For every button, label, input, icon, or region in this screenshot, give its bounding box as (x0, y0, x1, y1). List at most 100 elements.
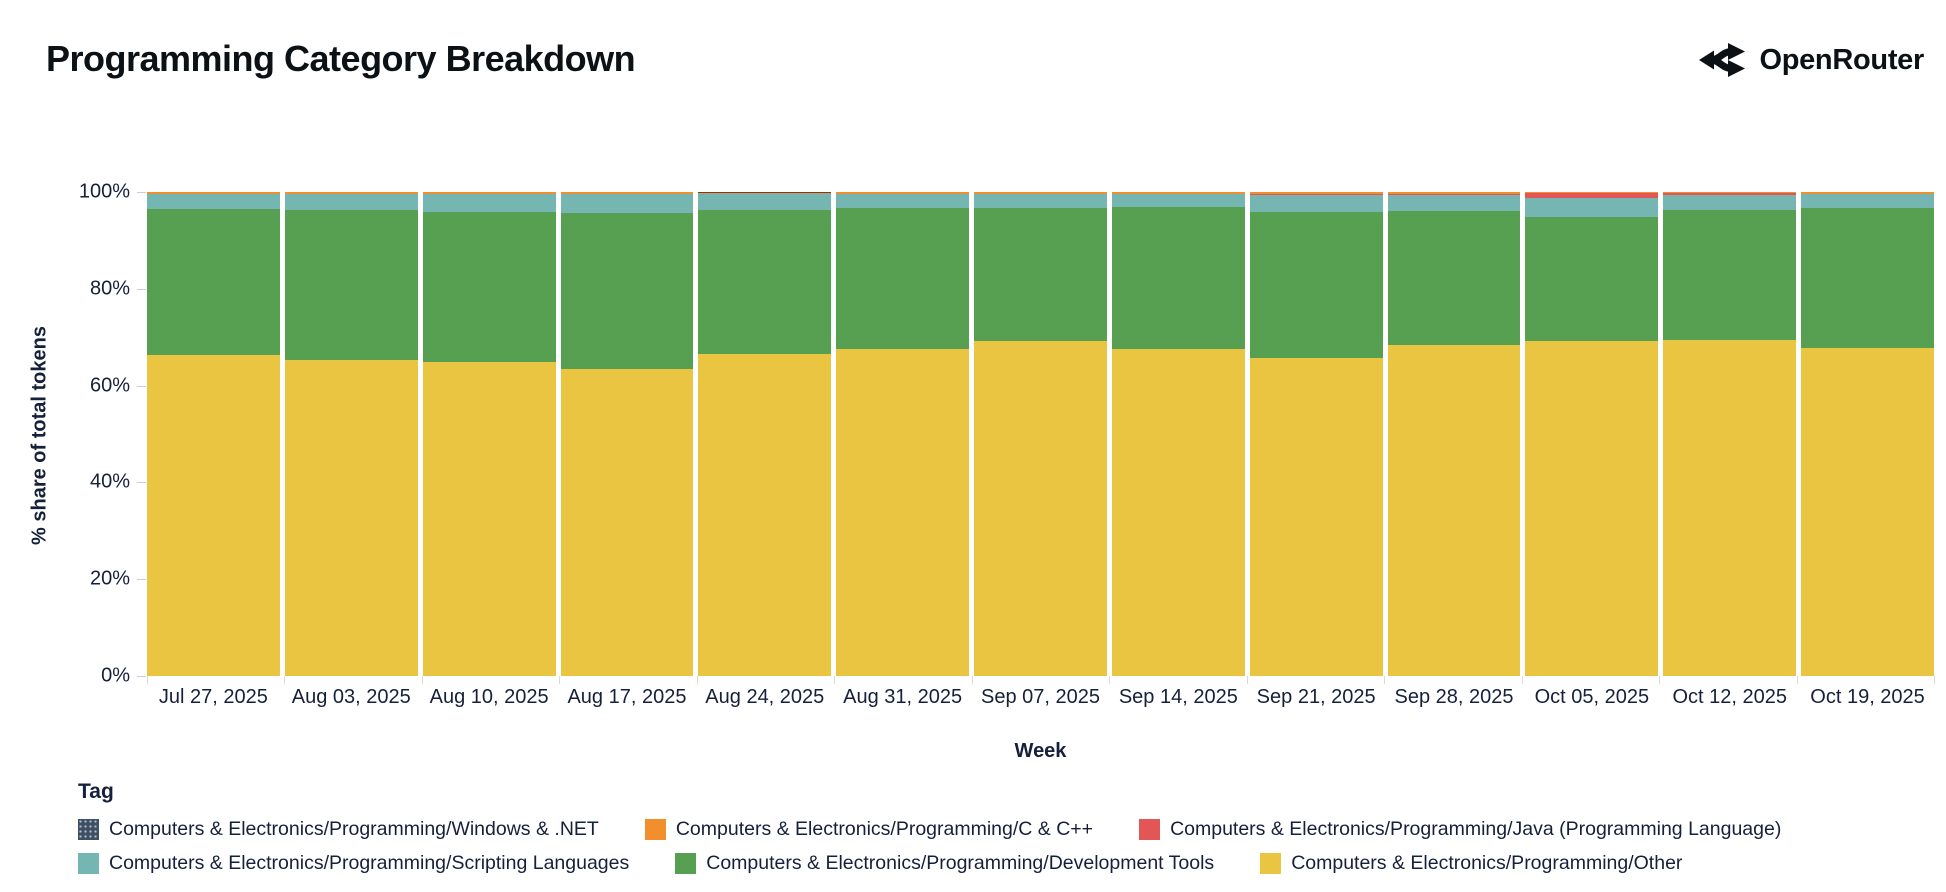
bar-oct-19-2025[interactable] (1801, 192, 1934, 676)
bar-aug-31-2025[interactable] (836, 192, 970, 676)
bar-segment[interactable] (1249, 194, 1383, 212)
bar-segment[interactable] (147, 193, 280, 210)
x-tick-mark (834, 676, 836, 684)
bar-segment[interactable] (560, 192, 694, 194)
x-tick-mark (1246, 676, 1248, 684)
legend-label: Computers & Electronics/Programming/Wind… (109, 818, 599, 840)
bar-segment[interactable] (1249, 211, 1383, 358)
bar-aug-24-2025[interactable] (698, 192, 832, 676)
y-tick-mark (137, 385, 146, 387)
bar-sep-14-2025[interactable] (1111, 192, 1245, 676)
bar-oct-12-2025[interactable] (1663, 192, 1797, 676)
y-tick-mark (137, 579, 146, 581)
bar-segment[interactable] (1663, 195, 1797, 210)
x-tick-label: Sep 14, 2025 (1118, 686, 1238, 708)
bar-segment[interactable] (1525, 193, 1659, 199)
bar-sep-28-2025[interactable] (1387, 192, 1521, 676)
bar-segment[interactable] (698, 194, 832, 211)
bar-segment[interactable] (836, 193, 970, 208)
bar-segment[interactable] (1111, 193, 1245, 208)
bar-segment[interactable] (1525, 340, 1659, 676)
bar-segment[interactable] (1663, 339, 1797, 676)
bar-segment[interactable] (836, 207, 970, 349)
bar-segment[interactable] (1525, 216, 1659, 341)
bar-segment[interactable] (147, 354, 280, 676)
legend-item[interactable]: Computers & Electronics/Programming/Wind… (78, 818, 599, 841)
bar-segment[interactable] (1525, 198, 1659, 217)
bar-segment[interactable] (836, 348, 970, 676)
legend-title: Tag (78, 780, 114, 803)
bar-oct-05-2025[interactable] (1525, 192, 1659, 676)
bar-segment[interactable] (974, 192, 1107, 194)
bar-segment[interactable] (836, 192, 970, 194)
legend-swatch-icon (675, 853, 697, 874)
x-tick-label: Oct 05, 2025 (1534, 686, 1650, 708)
bar-segment[interactable] (1111, 192, 1245, 194)
y-tick-label: 80% (89, 277, 130, 300)
bar-segment[interactable] (974, 341, 1107, 676)
bar-segment[interactable] (1387, 194, 1521, 211)
bar-segment[interactable] (698, 192, 832, 194)
bar-segment[interactable] (1249, 357, 1383, 676)
bar-segment[interactable] (284, 359, 418, 676)
bar-segment[interactable] (284, 209, 418, 360)
bar-aug-17-2025[interactable] (560, 192, 694, 676)
bar-segment[interactable] (1249, 192, 1383, 195)
bar-segment[interactable] (1387, 210, 1521, 346)
x-axis-labels: Jul 27, 2025 Aug 03, 2025 Aug 10, 2025 Aug … (147, 686, 1934, 709)
bar-segment[interactable] (974, 193, 1107, 208)
x-tick-label: Aug 17, 2025 (567, 686, 687, 708)
legend-item[interactable]: Computers & Electronics/Programming/Java… (1139, 818, 1781, 841)
bar-segment[interactable] (560, 194, 694, 214)
bar-segment[interactable] (698, 210, 832, 355)
legend-swatch-icon (1139, 819, 1161, 840)
bar-segment[interactable] (1111, 207, 1245, 350)
bar-segment[interactable] (147, 192, 280, 194)
x-tick-label: Aug 03, 2025 (291, 686, 411, 708)
bar-sep-21-2025[interactable] (1249, 192, 1383, 676)
x-tick-label: Sep 07, 2025 (980, 686, 1100, 708)
bar-jul-27-2025[interactable] (147, 192, 280, 676)
bar-segment[interactable] (560, 369, 694, 676)
bar-segment[interactable] (1801, 347, 1934, 676)
bar-aug-03-2025[interactable] (284, 192, 418, 676)
x-tick-mark (1521, 676, 1523, 684)
legend-item[interactable]: Computers & Electronics/Programming/C & … (644, 818, 1093, 841)
bar-segment[interactable] (1387, 345, 1521, 676)
bar-segment[interactable] (698, 354, 832, 676)
bar-segment[interactable] (1387, 192, 1521, 195)
bar-sep-07-2025[interactable] (974, 192, 1107, 676)
x-tick-mark (1659, 676, 1661, 684)
legend-label: Computers & Electronics/Programming/Java… (1170, 818, 1782, 840)
legend-label: Computers & Electronics/Programming/Scri… (109, 852, 630, 874)
x-tick-mark (696, 676, 698, 684)
legend-row: Computers & Electronics/Programming/Scri… (78, 852, 1926, 875)
x-tick-mark (284, 676, 286, 684)
bar-segment[interactable] (284, 192, 418, 194)
bar-segment[interactable] (284, 193, 418, 210)
bar-segment[interactable] (1801, 207, 1934, 348)
bar-segment[interactable] (1111, 349, 1245, 676)
plot-area (147, 192, 1934, 676)
bar-segment[interactable] (422, 192, 556, 194)
legend-item[interactable]: Computers & Electronics/Programming/Othe… (1260, 852, 1682, 875)
y-tick-mark (137, 676, 146, 677)
bar-segment[interactable] (1525, 192, 1659, 194)
x-tick-mark (971, 676, 973, 684)
legend-item[interactable]: Computers & Electronics/Programming/Deve… (675, 852, 1214, 875)
bar-segment[interactable] (422, 211, 556, 362)
bar-segment[interactable] (974, 207, 1107, 342)
bar-aug-10-2025[interactable] (422, 192, 556, 676)
bar-segment[interactable] (1801, 193, 1934, 208)
bar-segment[interactable] (422, 361, 556, 676)
bar-segment[interactable] (1801, 192, 1934, 194)
bar-segment[interactable] (147, 209, 280, 355)
y-tick-label: 40% (89, 470, 130, 493)
openrouter-branch-icon (1699, 43, 1746, 77)
y-tick-label: 20% (89, 567, 130, 590)
bar-segment[interactable] (1663, 209, 1797, 340)
bar-segment[interactable] (560, 213, 694, 370)
bar-segment[interactable] (1663, 192, 1797, 196)
legend-item[interactable]: Computers & Electronics/Programming/Scri… (78, 852, 629, 875)
bar-segment[interactable] (422, 194, 556, 212)
